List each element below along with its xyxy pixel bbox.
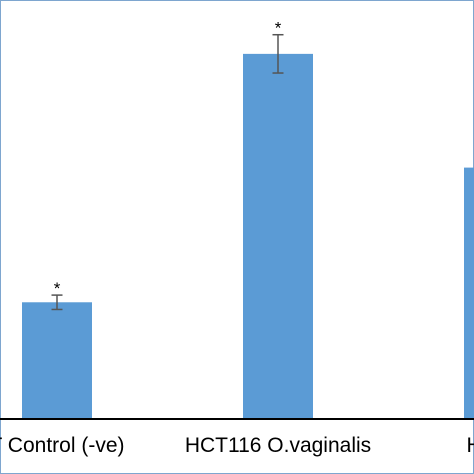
significance-mark-1: * — [275, 19, 282, 38]
category-labels-group: T Control (-ve) HCT116 O.vaginalis HCT11 — [0, 434, 474, 457]
error-bars-group — [51, 33, 284, 311]
significance-marks-group: ** — [54, 19, 282, 298]
category-label-2: HCT11 — [467, 434, 474, 457]
bar-1 — [243, 53, 313, 419]
category-label-0: T Control (-ve) — [0, 434, 124, 457]
error-bar-1 — [272, 33, 284, 74]
bars-group — [22, 53, 474, 419]
bar-0 — [22, 302, 92, 419]
significance-mark-0: * — [54, 279, 61, 298]
category-label-1: HCT116 O.vaginalis — [185, 434, 371, 457]
bar-2 — [464, 167, 474, 419]
error-bar-0 — [51, 294, 63, 311]
